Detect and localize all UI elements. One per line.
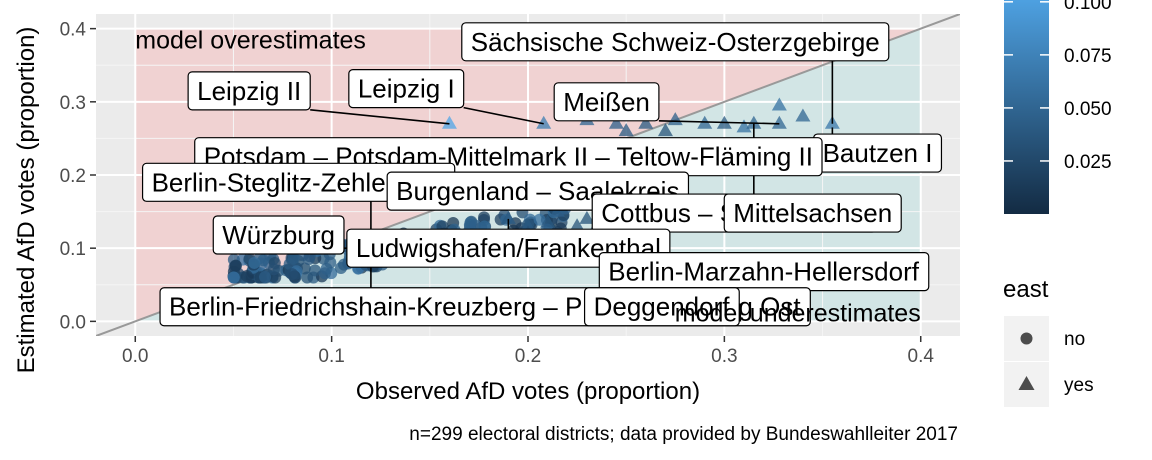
district-label-box bbox=[348, 69, 465, 109]
district-label-box bbox=[187, 71, 311, 111]
shape-legend-label: yes bbox=[1064, 375, 1094, 396]
y-tick-label: 0.3 bbox=[60, 93, 86, 114]
region-label-overestimates: model overestimates bbox=[135, 27, 366, 55]
district-label: Deggendorf bbox=[583, 287, 740, 327]
district-point-east bbox=[795, 108, 811, 122]
colorbar-label: 0.025 bbox=[1064, 152, 1112, 173]
district-point bbox=[259, 271, 272, 284]
district-label: Berlin-Marzahn-Hellersdorf bbox=[598, 252, 930, 292]
district-point-east bbox=[536, 115, 552, 129]
district-label-text: Sächsische Schweiz-Osterzgebirge bbox=[471, 27, 880, 57]
x-axis-title: Observed AfD votes (proportion) bbox=[356, 378, 700, 405]
district-point-east bbox=[771, 115, 787, 129]
district-label-box bbox=[461, 22, 890, 62]
x-tick-label: 0.4 bbox=[908, 346, 935, 367]
x-tick-label: 0.1 bbox=[318, 346, 344, 367]
district-point-east bbox=[520, 218, 536, 232]
district-point-east bbox=[638, 115, 654, 129]
district-label-text: Berlin-Marzahn-Hellersdorf bbox=[608, 257, 919, 287]
district-point bbox=[533, 213, 546, 226]
district-label-box bbox=[212, 215, 345, 255]
district-point bbox=[478, 211, 491, 224]
y-tick-label: 0.2 bbox=[60, 166, 86, 187]
legend-circle-marker bbox=[1020, 332, 1033, 345]
district-label: Ludwigshafen/Frankenthal bbox=[346, 228, 671, 268]
district-label-text: Deggendorf bbox=[594, 292, 731, 322]
y-tick-label: 0.1 bbox=[60, 239, 86, 260]
district-point bbox=[302, 253, 315, 266]
district-point-east bbox=[736, 119, 752, 133]
legend-triangle-marker bbox=[1018, 376, 1035, 390]
district-point-east bbox=[569, 218, 585, 232]
y-axis-title: Estimated AfD votes (proportion) bbox=[13, 27, 40, 374]
district-label-text: Bautzen I bbox=[823, 138, 933, 168]
district-label-box bbox=[346, 228, 671, 268]
label-leader-line bbox=[310, 109, 450, 125]
district-point-east bbox=[500, 210, 516, 224]
shape-legend-title: east bbox=[1003, 276, 1049, 303]
y-tick-label: 0.4 bbox=[60, 20, 87, 41]
x-tick-label: 0.0 bbox=[122, 346, 148, 367]
x-tick-label: 0.2 bbox=[515, 346, 541, 367]
district-label-text: Leipzig II bbox=[197, 76, 301, 106]
district-label-text: Mittelsachsen bbox=[733, 198, 892, 228]
district-label: Mittelsachsen bbox=[723, 193, 902, 233]
district-label: Würzburg bbox=[212, 215, 345, 255]
district-point bbox=[229, 259, 242, 272]
district-point-east bbox=[608, 115, 624, 129]
district-point-east bbox=[771, 97, 787, 111]
colorbar-label: 0.050 bbox=[1064, 99, 1112, 120]
district-label: Meißen bbox=[553, 82, 660, 122]
district-point bbox=[240, 270, 253, 283]
district-point bbox=[286, 268, 299, 281]
district-label: Leipzig I bbox=[348, 69, 465, 109]
district-label-box bbox=[583, 287, 740, 327]
district-point bbox=[308, 264, 321, 277]
district-label: Leipzig II bbox=[187, 71, 311, 111]
region-label-underestimates: model underestimates bbox=[675, 300, 921, 328]
x-tick-label: 0.3 bbox=[711, 346, 737, 367]
district-point-east bbox=[618, 123, 634, 137]
district-label-text: Würzburg bbox=[222, 220, 335, 250]
y-tick-label: 0.0 bbox=[60, 312, 86, 333]
district-point bbox=[468, 219, 481, 232]
district-point-east bbox=[540, 214, 556, 228]
district-label: Bautzen I bbox=[812, 133, 943, 173]
label-leader-line bbox=[463, 106, 544, 125]
shape-legend: east no yes bbox=[1003, 276, 1094, 407]
district-point-east bbox=[441, 115, 457, 129]
colorbar-label: 0.075 bbox=[1064, 46, 1112, 67]
chart-caption: n=299 electoral districts; data provided… bbox=[409, 424, 958, 445]
color-legend: 0.100 0.075 0.050 0.025 bbox=[1004, 0, 1112, 214]
district-label-text: Meißen bbox=[563, 87, 650, 117]
label-leader-line bbox=[658, 120, 780, 125]
district-point bbox=[324, 256, 337, 269]
district-point bbox=[267, 263, 280, 276]
district-point bbox=[318, 267, 331, 280]
district-point bbox=[227, 271, 240, 284]
district-label-box bbox=[723, 193, 902, 233]
district-label-text: Leipzig I bbox=[358, 74, 455, 104]
district-point-east bbox=[657, 123, 673, 137]
district-point-east bbox=[579, 210, 595, 224]
district-point bbox=[301, 271, 314, 284]
district-point bbox=[248, 256, 261, 269]
district-label: Sächsische Schweiz-Osterzgebirge bbox=[461, 22, 890, 62]
district-point-east bbox=[746, 115, 762, 129]
colorbar bbox=[1004, 0, 1049, 214]
colorbar-label: 0.100 bbox=[1064, 0, 1112, 14]
shape-legend-label: no bbox=[1064, 329, 1085, 350]
district-label-box bbox=[553, 82, 660, 122]
